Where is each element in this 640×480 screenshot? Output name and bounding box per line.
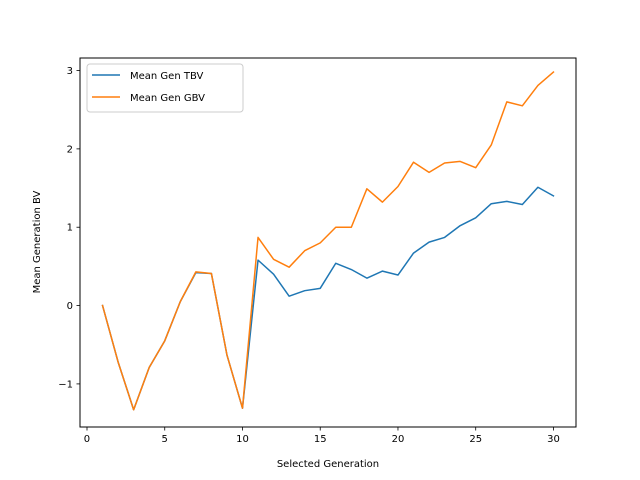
plot-frame xyxy=(79,57,577,428)
x-tick-label: 30 xyxy=(547,434,560,445)
legend-label-gbv: Mean Gen GBV xyxy=(130,93,205,104)
legend-box xyxy=(86,63,244,113)
x-tick-label: 0 xyxy=(84,434,90,445)
x-axis-label: Selected Generation xyxy=(277,459,379,470)
x-tick-label: 25 xyxy=(469,434,482,445)
x-tick-label: 20 xyxy=(392,434,405,445)
y-axis-label: Mean Generation BV xyxy=(32,190,43,293)
y-tick-label: 2 xyxy=(67,144,73,155)
legend: Mean Gen TBV Mean Gen GBV xyxy=(86,63,244,113)
y-tick-label: 0 xyxy=(67,301,73,312)
series-line-gbv xyxy=(101,71,555,411)
y-tick-label: 1 xyxy=(67,223,73,234)
series-layer xyxy=(101,71,555,411)
x-tick-label: 10 xyxy=(236,434,249,445)
ticks-layer: 0 5 10 15 20 25 30 −1 0 1 2 3 xyxy=(58,66,560,445)
legend-label-tbv: Mean Gen TBV xyxy=(130,71,204,82)
x-tick-label: 5 xyxy=(162,434,168,445)
y-tick-label: −1 xyxy=(58,379,73,390)
y-tick-label: 3 xyxy=(67,66,73,77)
x-tick-label: 15 xyxy=(314,434,327,445)
